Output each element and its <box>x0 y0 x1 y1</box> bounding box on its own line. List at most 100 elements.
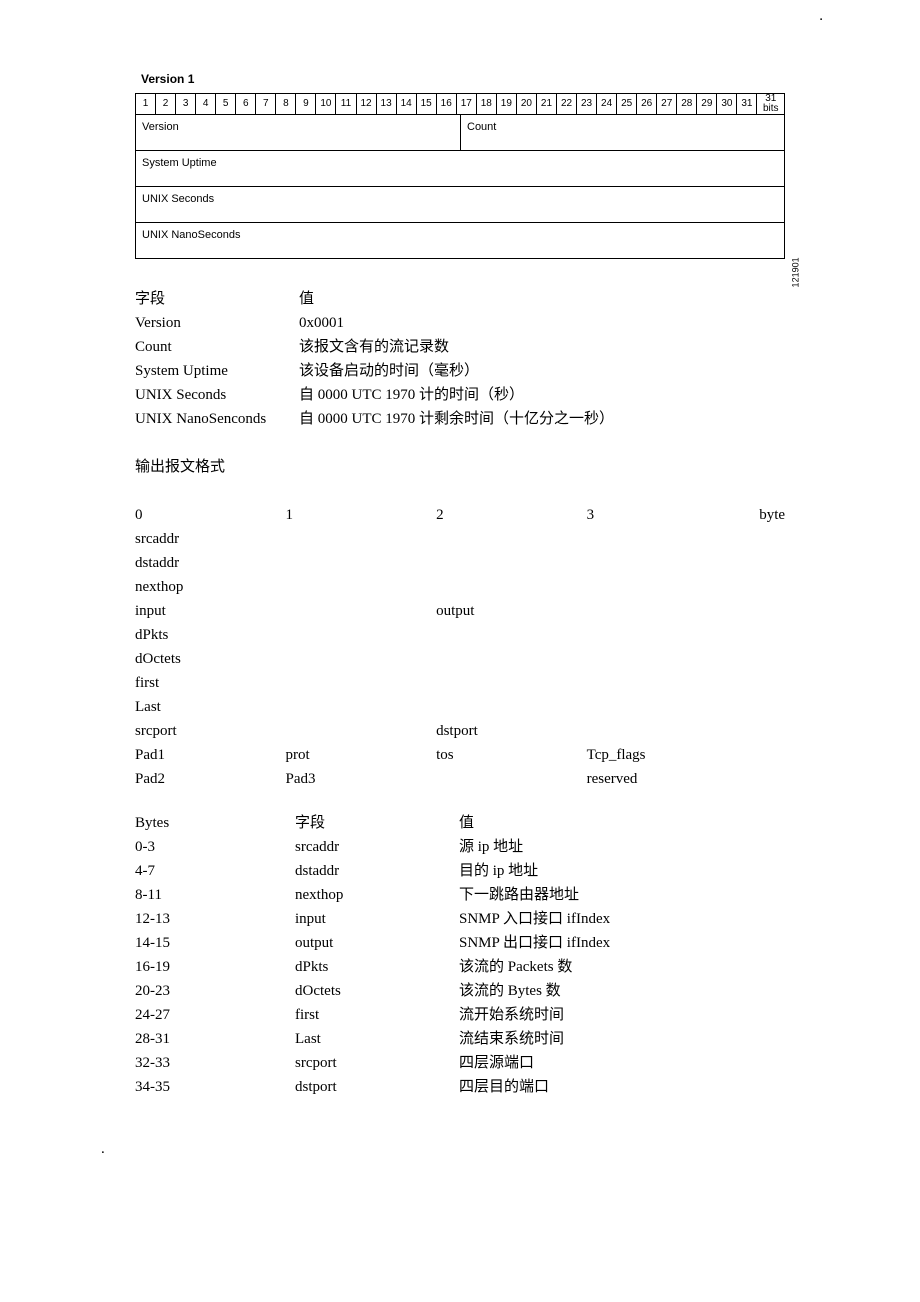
diagram-side-label: 121901 <box>789 257 803 287</box>
layout-pad <box>707 599 785 623</box>
field-version: Version <box>135 115 460 151</box>
layout-cell <box>436 671 587 695</box>
field-description: 该流的 Bytes 数 <box>459 979 785 1003</box>
bytes-range: 14-15 <box>135 931 295 955</box>
layout-cell: dstaddr <box>135 551 286 575</box>
layout-pad <box>707 767 785 791</box>
bit-cell: 1 <box>135 93 155 115</box>
bit-cell: 21 <box>536 93 556 115</box>
layout-row: dPkts <box>135 623 785 647</box>
corner-dot-bl: . <box>101 1137 785 1161</box>
layout-cell <box>286 647 437 671</box>
bit-cell: 25 <box>616 93 636 115</box>
layout-cell <box>286 527 437 551</box>
bit-cell: 6 <box>235 93 255 115</box>
layout-cell: srcport <box>135 719 286 743</box>
layout-cell: nexthop <box>135 575 286 599</box>
bit-cell: 20 <box>516 93 536 115</box>
col-value: 值 <box>459 811 785 835</box>
layout-pad <box>707 743 785 767</box>
bytes-range: 28-31 <box>135 1027 295 1051</box>
field-description: 源 ip 地址 <box>459 835 785 859</box>
field-name: nexthop <box>295 883 459 907</box>
bit-cell: 13 <box>376 93 396 115</box>
bit-cell: 29 <box>696 93 716 115</box>
bit-cell: 9 <box>295 93 315 115</box>
layout-pad <box>707 575 785 599</box>
layout-cell <box>587 575 707 599</box>
bit-cell: 10 <box>315 93 335 115</box>
field-row: 12-13inputSNMP 入口接口 ifIndex <box>135 907 785 931</box>
bytes-range: 8-11 <box>135 883 295 907</box>
layout-cell: first <box>135 671 286 695</box>
byte-col-0: 0 <box>135 503 286 527</box>
field-description: 下一跳路由器地址 <box>459 883 785 907</box>
layout-cell: Tcp_flags <box>587 743 707 767</box>
bit-cell: 15 <box>416 93 436 115</box>
field-row: 14-15outputSNMP 出口接口 ifIndex <box>135 931 785 955</box>
table-row: Count该报文含有的流记录数 <box>135 335 785 359</box>
bit-cell: 23 <box>576 93 596 115</box>
field-name: first <box>295 1003 459 1027</box>
field-row: 0-3srcaddr源 ip 地址 <box>135 835 785 859</box>
layout-row: srcaddr <box>135 527 785 551</box>
bit-ruler: 1234567891011121314151617181920212223242… <box>135 93 785 115</box>
packet-header-diagram: 1234567891011121314151617181920212223242… <box>135 93 785 259</box>
layout-pad <box>707 671 785 695</box>
field-row: 34-35dstport四层目的端口 <box>135 1075 785 1099</box>
layout-row: dOctets <box>135 647 785 671</box>
bytes-range: 32-33 <box>135 1051 295 1075</box>
bit-cell: 14 <box>396 93 416 115</box>
corner-dot-tr: . <box>819 4 823 28</box>
layout-cell <box>286 575 437 599</box>
col-header-value: 值 <box>299 287 785 311</box>
bit-cell: 7 <box>255 93 275 115</box>
layout-cell: reserved <box>587 767 707 791</box>
field-description: 四层目的端口 <box>459 1075 785 1099</box>
layout-cell: Pad2 <box>135 767 286 791</box>
field-description-table: Bytes 字段 值 0-3srcaddr源 ip 地址4-7dstaddr目的… <box>135 811 785 1099</box>
field-value: 自 0000 UTC 1970 计剩余时间（十亿分之一秒） <box>299 407 785 431</box>
bit-cell: 5 <box>215 93 235 115</box>
layout-cell <box>436 551 587 575</box>
layout-cell <box>436 695 587 719</box>
field-value: 自 0000 UTC 1970 计的时间（秒） <box>299 383 785 407</box>
field-name: output <box>295 931 459 955</box>
layout-cell <box>286 719 437 743</box>
byte-layout-table: 0 1 2 3 byte srcaddr dstaddr nexthop inp… <box>135 503 785 791</box>
col-field: 字段 <box>295 811 459 835</box>
field-name: srcport <box>295 1051 459 1075</box>
field-name: dstport <box>295 1075 459 1099</box>
field-description: SNMP 出口接口 ifIndex <box>459 931 785 955</box>
field-nano: UNIX NanoSeconds <box>135 223 785 259</box>
field-description: 流开始系统时间 <box>459 1003 785 1027</box>
field-name: System Uptime <box>135 359 299 383</box>
layout-row: Pad1prottosTcp_flags <box>135 743 785 767</box>
bit-cell: 4 <box>195 93 215 115</box>
layout-cell <box>286 551 437 575</box>
bit-cell: 19 <box>496 93 516 115</box>
layout-row: dstaddr <box>135 551 785 575</box>
diagram-row-1: Version Count <box>135 115 785 151</box>
layout-pad <box>707 719 785 743</box>
layout-cell: output <box>436 599 587 623</box>
layout-row: input output <box>135 599 785 623</box>
layout-cell: tos <box>436 743 587 767</box>
bytes-range: 34-35 <box>135 1075 295 1099</box>
byte-header-row: 0 1 2 3 byte <box>135 503 785 527</box>
layout-cell <box>436 623 587 647</box>
field-name: dPkts <box>295 955 459 979</box>
field-name: dOctets <box>295 979 459 1003</box>
field-name: dstaddr <box>295 859 459 883</box>
col-bytes: Bytes <box>135 811 295 835</box>
field-description: 流结束系统时间 <box>459 1027 785 1051</box>
table-header-row: 字段 值 <box>135 287 785 311</box>
table-row: UNIX NanoSenconds自 0000 UTC 1970 计剩余时间（十… <box>135 407 785 431</box>
layout-row: first <box>135 671 785 695</box>
field-description: 该流的 Packets 数 <box>459 955 785 979</box>
bit-cell: 16 <box>436 93 456 115</box>
bit-cell: 22 <box>556 93 576 115</box>
bytes-range: 16-19 <box>135 955 295 979</box>
layout-cell <box>587 551 707 575</box>
layout-cell: srcaddr <box>135 527 286 551</box>
